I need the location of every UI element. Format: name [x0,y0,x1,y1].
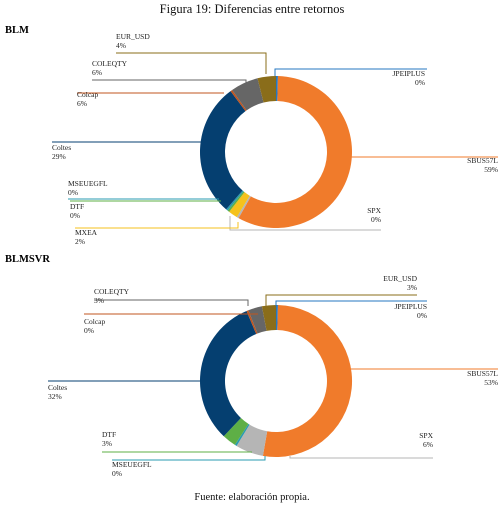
data-label-dtf: 0% [70,211,80,220]
category-label-spx: SPX [419,431,433,440]
leader-line-spx [289,456,433,459]
category-label-spx: SPX [367,206,381,215]
data-label-sbus57l: 53% [484,378,498,387]
slice-coltes [200,310,257,437]
category-label-coltes: Coltes [52,143,71,152]
chart-title: BLM [5,25,29,36]
category-label-coleqty: COLEQTY [94,287,130,296]
data-label-spx: 6% [423,440,433,449]
category-label-colcap: Colcap [84,317,105,326]
category-label-jpeiplus: JPEIPLUS [394,302,427,311]
slice-coltes [199,91,246,210]
data-label-spx: 0% [371,215,381,224]
source-note: Fuente: elaboración propia. [194,492,310,503]
data-label-eur-usd: 3% [407,283,417,292]
slice-dtf [223,418,249,445]
slice-eur-usd [257,76,276,103]
category-label-mseuegfl: MSEUEGFL [68,179,108,188]
data-label-coleqty: 3% [94,296,104,305]
category-label-coltes: Coltes [48,383,67,392]
slice-colcap [246,310,258,334]
slice-spx [236,195,251,219]
leader-line-mseuegfl [112,456,266,461]
donut-chart-blmsvr: BLMSVRJPEIPLUS0%SBUS57L53%SPX6%MSEUEGFL0… [5,254,498,478]
data-label-mseuegfl: 0% [112,469,122,478]
leader-line-mxea [75,222,239,229]
category-label-eur-usd: EUR_USD [383,274,417,283]
slice-dtf [227,191,245,212]
category-label-coleqty: COLEQTY [92,59,128,68]
slice-mseuegfl [226,190,244,211]
chart-title: BLMSVR [5,254,50,265]
data-label-coltes: 32% [48,392,62,401]
leader-line-spx [229,216,381,231]
category-label-jpeiplus: JPEIPLUS [392,69,425,78]
category-label-mxea: MXEA [75,228,98,237]
leader-line-eur-usd [265,294,417,306]
data-label-colcap: 0% [84,326,94,335]
slice-jpeiplus [276,75,278,102]
slice-jpeiplus [276,305,278,331]
data-label-jpeiplus: 0% [415,78,425,87]
data-label-mxea: 2% [75,237,85,246]
category-label-colcap: Colcap [77,90,98,99]
data-label-coltes: 29% [52,152,66,161]
data-label-dtf: 3% [102,439,112,448]
category-label-eur-usd: EUR_USD [116,32,150,41]
slice-sbus57l [262,305,353,458]
slice-coleqty [232,78,264,111]
category-label-sbus57l: SBUS57L [467,369,498,378]
donut-chart-blm: BLMJPEIPLUS0%SBUS57L59%SPX0%MXEA2%DTF0%M… [5,25,498,246]
leader-line-coleqty [94,299,249,306]
data-label-colcap: 6% [77,99,87,108]
category-label-dtf: DTF [70,202,84,211]
leader-line-jpeiplus [274,68,427,76]
category-label-mseuegfl: MSEUEGFL [112,460,152,469]
slice-coleqty [248,306,267,334]
data-label-jpeiplus: 0% [417,311,427,320]
leader-line-eur-usd [116,52,267,74]
category-label-sbus57l: SBUS57L [467,156,498,165]
data-label-eur-usd: 4% [116,41,126,50]
slice-colcap [230,89,247,112]
slice-eur-usd [261,305,276,331]
leader-line-coleqty [92,79,247,86]
slice-mxea [229,192,250,218]
category-label-dtf: DTF [102,430,116,439]
data-label-coleqty: 6% [92,68,102,77]
leader-line-jpeiplus [275,300,427,306]
slice-sbus57l [238,76,353,228]
slice-mseuegfl [234,423,250,446]
figure-title: Figura 19: Diferencias entre retornos [159,2,345,16]
data-label-sbus57l: 59% [484,165,498,174]
slice-spx [236,424,268,456]
data-label-mseuegfl: 0% [68,188,78,197]
